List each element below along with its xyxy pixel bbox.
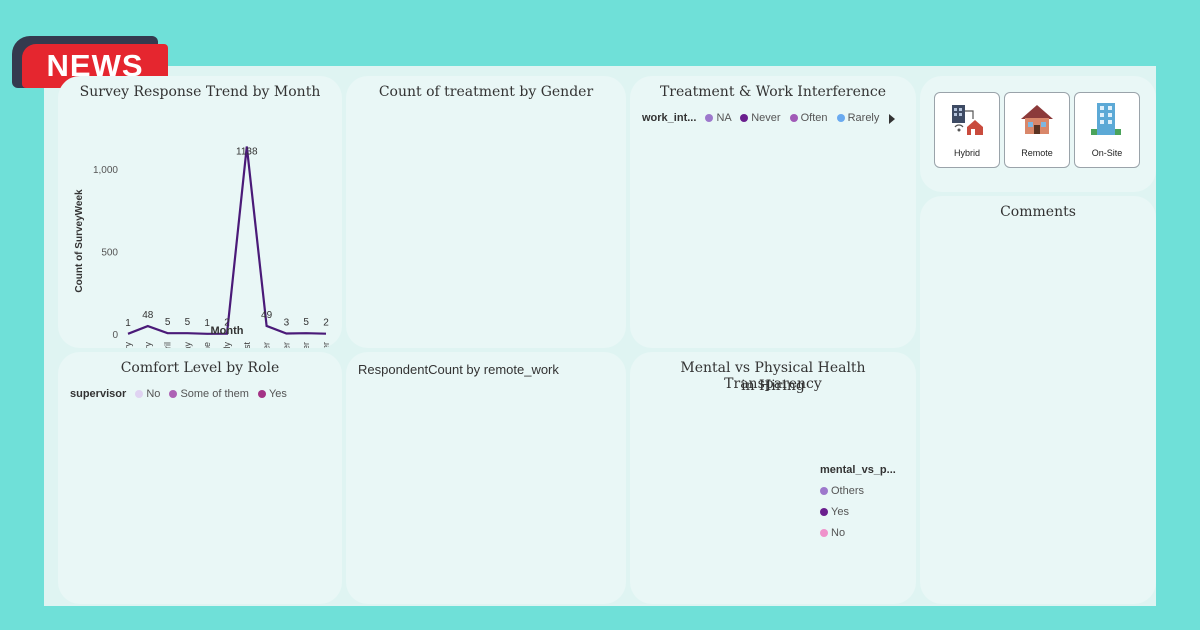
legend-label-na: NA [716,112,732,124]
legend-dot-others [820,487,828,496]
x-tick-label: November [301,342,311,348]
x-tick-label: May [182,342,192,348]
comments-word-cloud [920,196,1156,604]
legend-dot-some [169,390,178,399]
hybrid-button[interactable]: Hybrid [934,92,1000,168]
legend-dot-no2 [820,529,828,538]
comfort-card[interactable]: Comfort Level by Role supervisor No Some… [58,352,342,604]
remote-count-card[interactable]: RespondentCount by remote_work [346,352,626,604]
legend-label-rarely: Rarely [847,112,880,124]
survey-trend-title: Survey Response Trend by Month [79,84,321,100]
legend-scroll-right-icon[interactable] [888,114,896,124]
x-tick-label: June [202,342,212,348]
data-label: 5 [165,317,171,328]
x-tick-label: February [143,342,153,348]
legend-dot-no [135,390,144,399]
legend-dot-rarely [836,114,845,123]
transparency-legend-title: mental_vs_p... [820,464,896,476]
remote-button[interactable]: Remote [1004,92,1070,168]
data-label: 48 [142,310,154,321]
remote-house-icon [1021,105,1053,134]
trend-line [127,146,327,335]
survey-trend-card[interactable]: Survey Response Trend by Month 0 500 1,000… [58,76,342,348]
gender-chart [346,76,626,348]
data-label: 49 [261,310,273,321]
x-tick-label: September [262,342,272,348]
work-interference-legend: work_int... NA Never Often Rarely [642,112,879,124]
comfort-legend: supervisor No Some of them Yes [70,388,287,400]
office-building-icon [1091,103,1121,135]
y-axis-label: Count of SurveyWeek [74,189,85,293]
on-site-button-label: On-Site [1091,148,1123,158]
transparency-title-line2: in Hiring [741,378,805,394]
work-interference-legend-title: work_int... [642,112,697,124]
gender-title: Count of treatment by Gender [378,84,594,100]
x-tick-label: October [281,342,291,348]
gender-card[interactable]: Count of treatment by Gender [346,76,626,348]
x-tick-label: January [123,342,133,348]
comments-title: Comments [1000,204,1076,220]
hybrid-button-label: Hybrid [953,148,980,158]
legend-label-never: Never [751,112,781,124]
work-interference-chart [630,76,916,348]
remote-count-title: RespondentCount by remote_work [358,362,559,377]
survey-trend-chart: 0 500 1,000 1 January 48 February 5 April 5 May 1 Ju… [74,146,331,348]
data-label: 2 [323,318,329,329]
data-label: 5 [303,317,309,328]
comfort-chart [58,352,342,604]
data-label: 2 [224,318,230,329]
comfort-title: Comfort Level by Role [120,360,280,376]
data-label: 1 [204,318,210,329]
news-badge: NEWS [12,36,168,88]
legend-dot-never [740,114,749,123]
legend-dot-na [705,114,714,123]
x-tick-label: December [321,342,331,348]
x-tick-label: April [163,342,173,348]
data-label: 1138 [236,146,258,157]
transparency-title-line1: Mental vs Physical Health Transparency [680,360,866,392]
transparency-card[interactable]: Mental vs Physical Health Transparency i… [630,352,916,604]
legend-label-others: Others [831,485,865,497]
on-site-button[interactable]: On-Site [1074,92,1140,168]
data-label: 3 [284,318,290,329]
work-mode-card: Hybrid Remote On-Site [920,76,1156,192]
legend-label-some: Some of them [180,388,249,400]
comfort-legend-title: supervisor [70,388,127,400]
remote-button-label: Remote [1021,148,1053,158]
hybrid-icon [952,105,983,135]
legend-dot-yes2 [820,508,828,517]
remote-count-pie-chart [346,352,626,604]
work-interference-card[interactable]: Treatment & Work Interference work_int..… [630,76,916,348]
transparency-donut-chart [630,352,916,604]
legend-label-often: Often [800,112,828,124]
legend-label-no2: No [831,527,846,539]
data-label: 1 [125,318,131,329]
y-tick-label: 1,000 [93,165,118,176]
y-tick-label: 500 [101,248,118,259]
data-label: 5 [185,317,191,328]
x-tick-label: July [222,342,232,348]
comments-card[interactable]: Comments [920,196,1156,604]
legend-label-yes2: Yes [831,506,849,518]
legend-label-no: No [146,388,161,400]
y-tick-label: 0 [112,330,118,341]
legend-label-yes: Yes [268,388,287,400]
x-tick-label: August [242,342,252,348]
work-interference-title: Treatment & Work Interference [659,84,887,100]
transparency-legend: mental_vs_p... Others Yes No [820,460,896,544]
legend-dot-often [789,114,798,123]
x-axis-label: Month [211,325,244,337]
legend-dot-yes [257,390,266,399]
